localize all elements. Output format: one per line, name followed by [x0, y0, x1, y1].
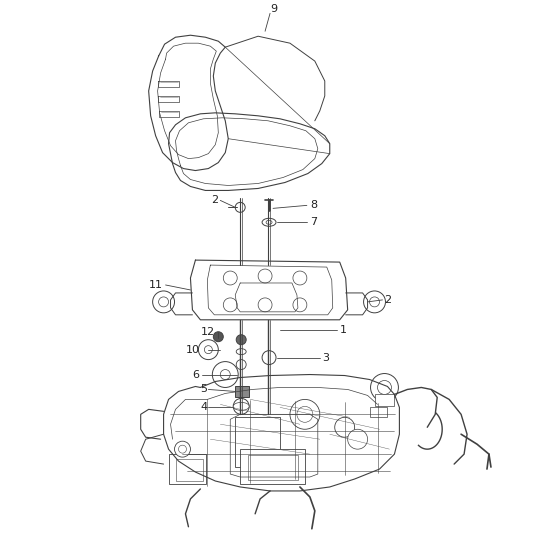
Circle shape [293, 298, 307, 312]
Ellipse shape [233, 403, 249, 410]
Circle shape [235, 202, 245, 212]
Circle shape [297, 407, 313, 422]
Circle shape [175, 441, 190, 457]
Circle shape [204, 346, 212, 353]
Text: 2: 2 [385, 295, 391, 305]
Circle shape [371, 374, 398, 402]
Text: 10: 10 [185, 344, 199, 354]
Text: 6: 6 [193, 370, 199, 380]
Circle shape [370, 297, 380, 307]
Circle shape [233, 398, 249, 414]
Circle shape [212, 362, 238, 388]
Circle shape [290, 399, 320, 430]
Circle shape [198, 340, 218, 360]
Circle shape [348, 430, 367, 449]
Text: 7: 7 [310, 217, 317, 227]
Circle shape [153, 291, 175, 313]
Circle shape [335, 417, 354, 437]
Circle shape [223, 298, 237, 312]
Bar [240, 449, 305, 484]
Ellipse shape [262, 218, 276, 226]
Bar [375, 394, 394, 407]
Text: 1: 1 [340, 325, 347, 335]
Circle shape [223, 271, 237, 285]
Circle shape [158, 297, 169, 307]
Text: 4: 4 [200, 403, 208, 412]
Circle shape [236, 360, 246, 370]
Bar [169, 454, 207, 484]
Circle shape [258, 298, 272, 312]
Ellipse shape [266, 220, 272, 224]
Circle shape [293, 271, 307, 285]
Bar [370, 407, 388, 417]
Circle shape [363, 291, 385, 313]
Ellipse shape [236, 349, 246, 354]
Bar [235, 417, 280, 467]
Bar [175, 459, 203, 481]
Circle shape [236, 335, 246, 344]
Text: 3: 3 [322, 353, 329, 363]
Circle shape [220, 370, 230, 380]
Circle shape [262, 351, 276, 365]
Text: 9: 9 [270, 4, 277, 15]
Bar [235, 386, 249, 398]
Circle shape [179, 445, 186, 453]
Circle shape [213, 332, 223, 342]
Text: 11: 11 [148, 280, 162, 290]
Text: 5: 5 [200, 385, 207, 394]
Circle shape [258, 269, 272, 283]
Text: 2: 2 [211, 195, 218, 206]
Bar [248, 455, 298, 480]
Text: 12: 12 [200, 326, 214, 337]
Text: 8: 8 [310, 200, 317, 211]
Circle shape [377, 380, 391, 394]
